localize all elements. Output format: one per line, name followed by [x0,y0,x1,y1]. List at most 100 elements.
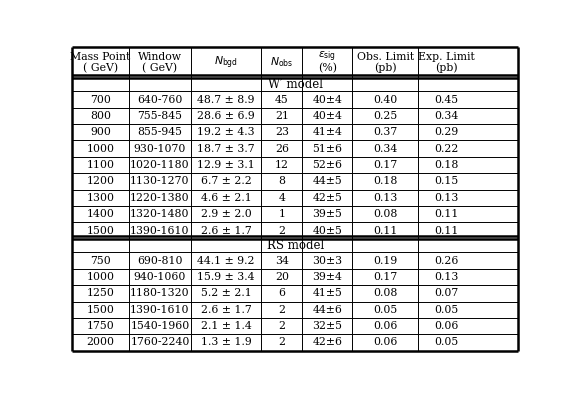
Text: 1100: 1100 [86,160,115,170]
Text: 12: 12 [275,160,289,170]
Text: 5.2 ± 2.1: 5.2 ± 2.1 [200,288,251,298]
Text: 0.25: 0.25 [373,111,397,121]
Text: 1390-1610: 1390-1610 [130,305,190,315]
Text: 0.34: 0.34 [434,111,458,121]
Text: 1760-2240: 1760-2240 [130,338,190,348]
Text: 28.6 ± 6.9: 28.6 ± 6.9 [197,111,255,121]
Text: W′ model: W′ model [268,78,323,91]
Text: 0.13: 0.13 [434,193,458,203]
Text: 44.1 ± 9.2: 44.1 ± 9.2 [197,256,255,266]
Text: 1500: 1500 [86,305,115,315]
Text: 18.7 ± 3.7: 18.7 ± 3.7 [197,144,255,154]
Text: (pb): (pb) [435,63,457,73]
Text: ( GeV): ( GeV) [83,63,118,73]
Text: 1400: 1400 [86,209,115,219]
Text: Exp. Limit: Exp. Limit [418,52,475,62]
Text: 45: 45 [275,95,289,104]
Text: 0.13: 0.13 [434,272,458,282]
Text: 2: 2 [278,338,285,348]
Text: 1750: 1750 [87,321,115,331]
Text: 0.29: 0.29 [434,127,458,137]
Text: 0.26: 0.26 [434,256,458,266]
Text: 1540-1960: 1540-1960 [130,321,190,331]
Text: 700: 700 [90,95,111,104]
Text: (%): (%) [318,63,337,73]
Text: 0.07: 0.07 [434,288,458,298]
Text: 1130-1270: 1130-1270 [130,177,190,186]
Text: 0.05: 0.05 [373,305,397,315]
Text: 2.1 ± 1.4: 2.1 ± 1.4 [200,321,251,331]
Text: 0.11: 0.11 [373,225,397,236]
Text: 2: 2 [278,305,285,315]
Text: 1000: 1000 [86,144,115,154]
Text: 4.6 ± 2.1: 4.6 ± 2.1 [200,193,251,203]
Text: 48.7 ± 8.9: 48.7 ± 8.9 [197,95,255,104]
Text: 900: 900 [90,127,111,137]
Text: 0.18: 0.18 [434,160,458,170]
Text: 1.3 ± 1.9: 1.3 ± 1.9 [200,338,251,348]
Text: 755-845: 755-845 [138,111,183,121]
Text: 0.08: 0.08 [373,209,397,219]
Text: 1390-1610: 1390-1610 [130,225,190,236]
Text: 40±4: 40±4 [312,111,342,121]
Text: 0.13: 0.13 [373,193,397,203]
Text: 0.34: 0.34 [373,144,397,154]
Text: 20: 20 [275,272,289,282]
Text: 40±4: 40±4 [312,95,342,104]
Text: 2: 2 [278,321,285,331]
Text: 2.6 ± 1.7: 2.6 ± 1.7 [200,305,251,315]
Text: (pb): (pb) [374,63,397,73]
Text: 0.22: 0.22 [434,144,458,154]
Text: 0.06: 0.06 [434,321,458,331]
Text: 41±4: 41±4 [312,127,342,137]
Text: 2.6 ± 1.7: 2.6 ± 1.7 [200,225,251,236]
Text: 0.40: 0.40 [373,95,397,104]
Text: 12.9 ± 3.1: 12.9 ± 3.1 [197,160,255,170]
Text: 0.15: 0.15 [434,177,458,186]
Text: 32±5: 32±5 [312,321,342,331]
Text: 1220-1380: 1220-1380 [130,193,190,203]
Text: 6: 6 [278,288,285,298]
Text: 39±5: 39±5 [312,209,342,219]
Text: 30±3: 30±3 [312,256,342,266]
Text: 0.11: 0.11 [434,209,458,219]
Text: 0.17: 0.17 [373,272,397,282]
Text: ( GeV): ( GeV) [142,63,177,73]
Text: 44±6: 44±6 [312,305,342,315]
Text: Obs. Limit: Obs. Limit [357,52,414,62]
Text: 6.7 ± 2.2: 6.7 ± 2.2 [200,177,251,186]
Text: 855-945: 855-945 [138,127,183,137]
Text: 750: 750 [90,256,111,266]
Text: 39±4: 39±4 [312,272,342,282]
Text: RS model: RS model [267,239,324,252]
Text: 0.08: 0.08 [373,288,397,298]
Text: 34: 34 [275,256,289,266]
Text: 0.05: 0.05 [434,305,458,315]
Text: 44±5: 44±5 [312,177,342,186]
Text: 0.37: 0.37 [373,127,397,137]
Text: 42±5: 42±5 [312,193,342,203]
Text: 1250: 1250 [86,288,115,298]
Text: 0.19: 0.19 [373,256,397,266]
Text: 19.2 ± 4.3: 19.2 ± 4.3 [197,127,255,137]
Text: 1180-1320: 1180-1320 [130,288,190,298]
Text: 2000: 2000 [86,338,115,348]
Text: 2.9 ± 2.0: 2.9 ± 2.0 [200,209,251,219]
Text: $N_{\rm obs}$: $N_{\rm obs}$ [270,56,293,69]
Text: 690-810: 690-810 [137,256,183,266]
Text: Window: Window [138,52,182,62]
Text: 1: 1 [278,209,285,219]
Text: 52±6: 52±6 [312,160,342,170]
Text: 800: 800 [90,111,111,121]
Text: 21: 21 [275,111,289,121]
Text: 4: 4 [278,193,285,203]
Text: 23: 23 [275,127,289,137]
Text: 1000: 1000 [86,272,115,282]
Text: 0.11: 0.11 [434,225,458,236]
Text: 1200: 1200 [86,177,115,186]
Text: 1500: 1500 [86,225,115,236]
Text: 0.18: 0.18 [373,177,397,186]
Text: 0.06: 0.06 [373,338,397,348]
Text: 640-760: 640-760 [137,95,183,104]
Text: 1020-1180: 1020-1180 [130,160,190,170]
